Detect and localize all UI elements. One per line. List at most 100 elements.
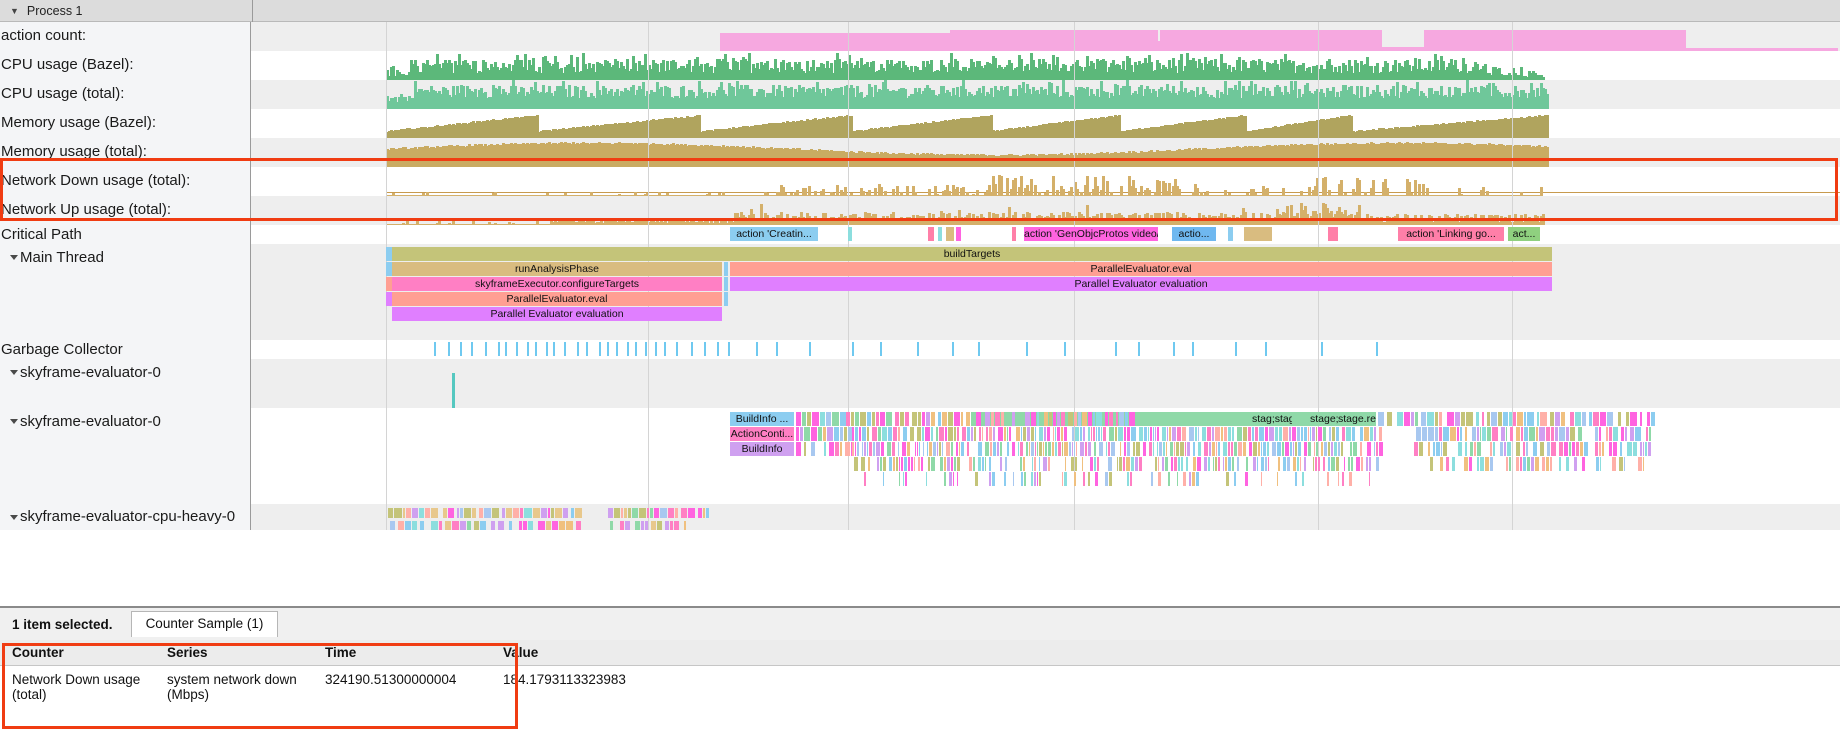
flame-block-small[interactable] (944, 472, 946, 486)
flame-block-small[interactable] (431, 521, 438, 530)
flame-block[interactable]: ParallelEvaluator.eval (392, 292, 722, 306)
flame-block-small[interactable] (1529, 427, 1535, 441)
flame-block-small[interactable] (1550, 412, 1554, 426)
flame-block-small[interactable] (876, 442, 880, 456)
flame-block-small[interactable] (1618, 412, 1621, 426)
critical-path-slice-small[interactable] (956, 227, 961, 241)
flame-block-small[interactable] (887, 442, 891, 456)
flame-block-small[interactable] (993, 427, 995, 441)
flame-block-small[interactable] (796, 427, 799, 441)
flame-block-small[interactable] (1283, 427, 1288, 441)
flame-block-small[interactable] (990, 442, 992, 456)
gc-tick[interactable] (952, 342, 954, 356)
flame-block-small[interactable] (881, 442, 884, 456)
flame-block-small[interactable] (420, 521, 424, 530)
flame-block-small[interactable] (1298, 442, 1301, 456)
flame-block-small[interactable] (1523, 442, 1525, 456)
flame-block-small[interactable] (1287, 457, 1290, 471)
flame-block-small[interactable] (1193, 442, 1195, 456)
flame-block-small[interactable] (1039, 442, 1042, 456)
flame-block-small[interactable] (898, 442, 899, 456)
flame-block-small[interactable] (1561, 412, 1565, 426)
flame-block-small[interactable] (993, 442, 996, 456)
flame-block-small[interactable] (1171, 457, 1173, 471)
flame-block-small[interactable] (1559, 427, 1565, 441)
flame-block-small[interactable] (1016, 427, 1020, 441)
flame-block-small[interactable] (1490, 457, 1493, 471)
flame-block-small[interactable] (1404, 412, 1410, 426)
flame-block-small[interactable] (1007, 442, 1009, 456)
flame-block-small[interactable] (1328, 457, 1330, 471)
flame-block-small[interactable] (1516, 457, 1519, 471)
flame-block-small[interactable] (907, 442, 910, 456)
flame-block-small[interactable] (1627, 442, 1632, 456)
flame-block-small[interactable] (1446, 457, 1449, 471)
flame-block-small[interactable] (1293, 457, 1296, 471)
flame-block-small[interactable] (903, 427, 907, 441)
flame-block-small[interactable] (1096, 412, 1102, 426)
flame-block-small[interactable] (978, 457, 981, 471)
flame-block-small[interactable] (895, 412, 899, 426)
flame-block-small[interactable] (1039, 427, 1043, 441)
flame-block-small[interactable] (1225, 457, 1227, 471)
flame-block-small[interactable] (1031, 472, 1033, 486)
flame-block-small[interactable] (1269, 427, 1274, 441)
flame-block-small[interactable] (1295, 442, 1297, 456)
flame-block-small[interactable] (1123, 457, 1125, 471)
flame-block-small[interactable] (390, 521, 395, 530)
flame-block-small[interactable] (1621, 427, 1624, 441)
flame-block-small[interactable] (929, 442, 932, 456)
flame-block-small[interactable] (406, 508, 411, 518)
track-canvas-mem-total[interactable] (252, 138, 1840, 167)
flame-block-small[interactable] (1361, 457, 1363, 471)
flame-block-small[interactable] (823, 427, 826, 441)
flame-block-small[interactable] (524, 508, 532, 518)
flame-block-small[interactable] (1037, 442, 1038, 456)
flame-block-small[interactable] (939, 442, 941, 456)
flame-block-small[interactable] (1366, 457, 1368, 471)
flame-block-small[interactable] (931, 412, 935, 426)
flame-block-small[interactable] (1551, 427, 1554, 441)
gc-tick[interactable] (880, 342, 882, 356)
flame-block-small[interactable] (1447, 412, 1454, 426)
flame-block-small[interactable] (1218, 457, 1220, 471)
flame-block-small[interactable] (1106, 442, 1107, 456)
flame-block-small[interactable] (1061, 412, 1065, 426)
flame-block-small[interactable] (1072, 427, 1074, 441)
flame-block-small[interactable] (464, 508, 471, 518)
flame-block-small[interactable] (1018, 412, 1024, 426)
flame-block-small[interactable] (957, 457, 960, 471)
flame-block-small[interactable] (541, 508, 547, 518)
flame-block-small[interactable] (1007, 427, 1008, 441)
flame-block-small[interactable] (1216, 442, 1217, 456)
flame-block-small[interactable] (1289, 427, 1291, 441)
flame-block-small[interactable] (985, 442, 989, 456)
flame-block-small[interactable] (1510, 427, 1513, 441)
flame-block-small[interactable] (1542, 457, 1545, 471)
flame-block-small[interactable] (969, 457, 972, 471)
flame-block-small[interactable] (1599, 442, 1601, 456)
flame-block-small[interactable] (1443, 442, 1447, 456)
critical-path-slice[interactable]: action 'GenObjcProtos video/... (1024, 227, 1158, 241)
flame-block-small[interactable] (922, 412, 925, 426)
gc-tick[interactable] (607, 342, 609, 356)
flame-block-small[interactable] (1252, 427, 1254, 441)
flame-block-small[interactable] (1308, 427, 1309, 441)
column-header-series[interactable]: Series (155, 640, 313, 666)
flame-block-small[interactable] (1043, 457, 1047, 471)
flame-block-small[interactable] (1257, 457, 1258, 471)
flame-block-small[interactable] (1020, 442, 1023, 456)
flame-block-small[interactable] (1064, 472, 1067, 486)
flame-block-small[interactable] (826, 412, 831, 426)
flame-block-small[interactable] (1487, 427, 1491, 441)
flame-block-small[interactable] (1635, 427, 1641, 441)
flame-block-small[interactable] (1000, 442, 1002, 456)
flame-block-small[interactable] (1531, 457, 1534, 471)
flame-block-small[interactable] (1640, 412, 1642, 426)
flame-block-small[interactable] (889, 457, 892, 471)
flame-block-small[interactable] (1093, 412, 1095, 426)
flame-block-small[interactable] (962, 427, 966, 441)
flame-block-small[interactable] (908, 457, 910, 471)
flame-block-small[interactable] (1005, 457, 1007, 471)
critical-path-slice-small[interactable] (1228, 227, 1233, 241)
